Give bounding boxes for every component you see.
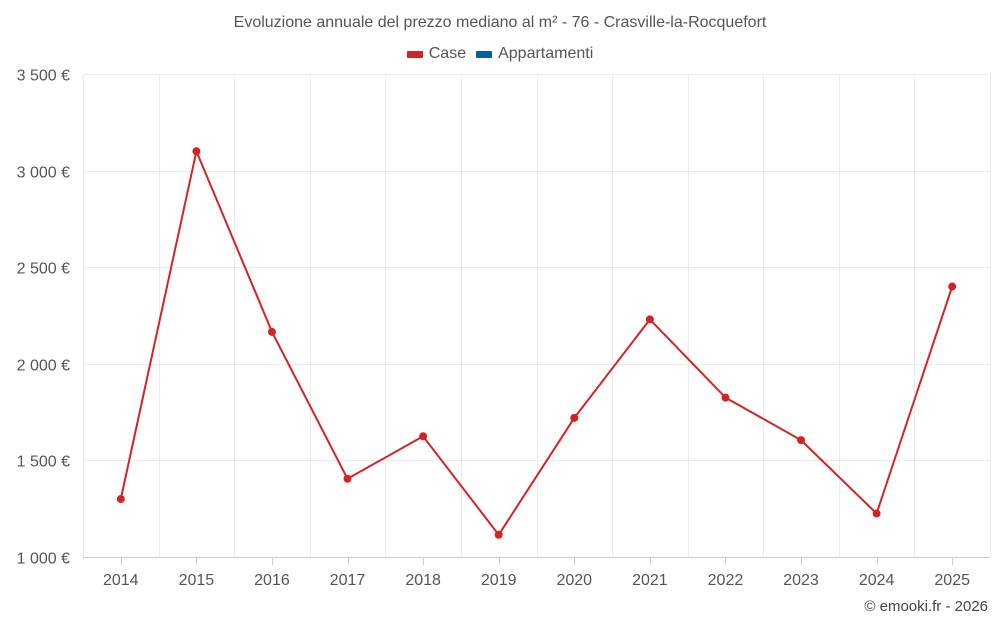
data-point[interactable]	[419, 432, 428, 441]
axes: 1 000 € 1 500 € 2 000 € 2 500 € 3 000 € 3 500…	[17, 68, 970, 590]
y-tick-label: 2 500 €	[17, 261, 70, 278]
credit-text: © emooki.fr - 2026	[864, 598, 988, 615]
data-point[interactable]	[797, 436, 806, 445]
y-tick-label: 3 000 €	[17, 165, 70, 182]
x-tick-label: 2018	[405, 572, 441, 589]
data-point[interactable]	[116, 495, 125, 504]
y-tick-label: 1 000 €	[17, 551, 70, 568]
x-tick-label: 2014	[103, 572, 139, 589]
y-tick-label: 1 500 €	[17, 454, 70, 471]
data-point[interactable]	[570, 413, 579, 422]
x-tick-label: 2020	[556, 572, 592, 589]
x-tick-label: 2019	[481, 572, 517, 589]
chart-title: Evoluzione annuale del prezzo mediano al…	[233, 14, 767, 31]
legend-item-appartamenti[interactable]: Appartamenti	[476, 45, 593, 63]
y-tick-label: 2 000 €	[17, 358, 70, 375]
legend-label-appartamenti: Appartamenti	[498, 45, 594, 62]
x-tick-label: 2017	[330, 572, 366, 589]
y-tick-label: 3 500 €	[17, 68, 70, 85]
data-point[interactable]	[645, 315, 654, 324]
legend-swatch-appartamenti	[476, 50, 493, 58]
legend: Case Appartamenti	[0, 45, 1000, 63]
legend-swatch-case	[406, 50, 423, 58]
data-point[interactable]	[721, 393, 730, 402]
data-point[interactable]	[872, 509, 881, 518]
legend-item-case[interactable]: Case	[406, 45, 467, 63]
data-point[interactable]	[494, 530, 503, 539]
x-tick-label: 2022	[708, 572, 744, 589]
x-tick-label: 2025	[934, 572, 970, 589]
x-tick-label: 2016	[254, 572, 290, 589]
x-tick-label: 2023	[783, 572, 819, 589]
data-point[interactable]	[267, 327, 276, 336]
data-point[interactable]	[343, 474, 352, 483]
x-tick-label: 2015	[179, 572, 215, 589]
series-line-case	[119, 150, 954, 536]
data-point[interactable]	[192, 147, 201, 156]
x-tick-label: 2021	[632, 572, 668, 589]
data-point[interactable]	[948, 282, 957, 291]
legend-label-case: Case	[428, 45, 467, 62]
grid	[83, 74, 991, 558]
x-tick-label: 2024	[859, 572, 895, 589]
series	[116, 147, 957, 539]
